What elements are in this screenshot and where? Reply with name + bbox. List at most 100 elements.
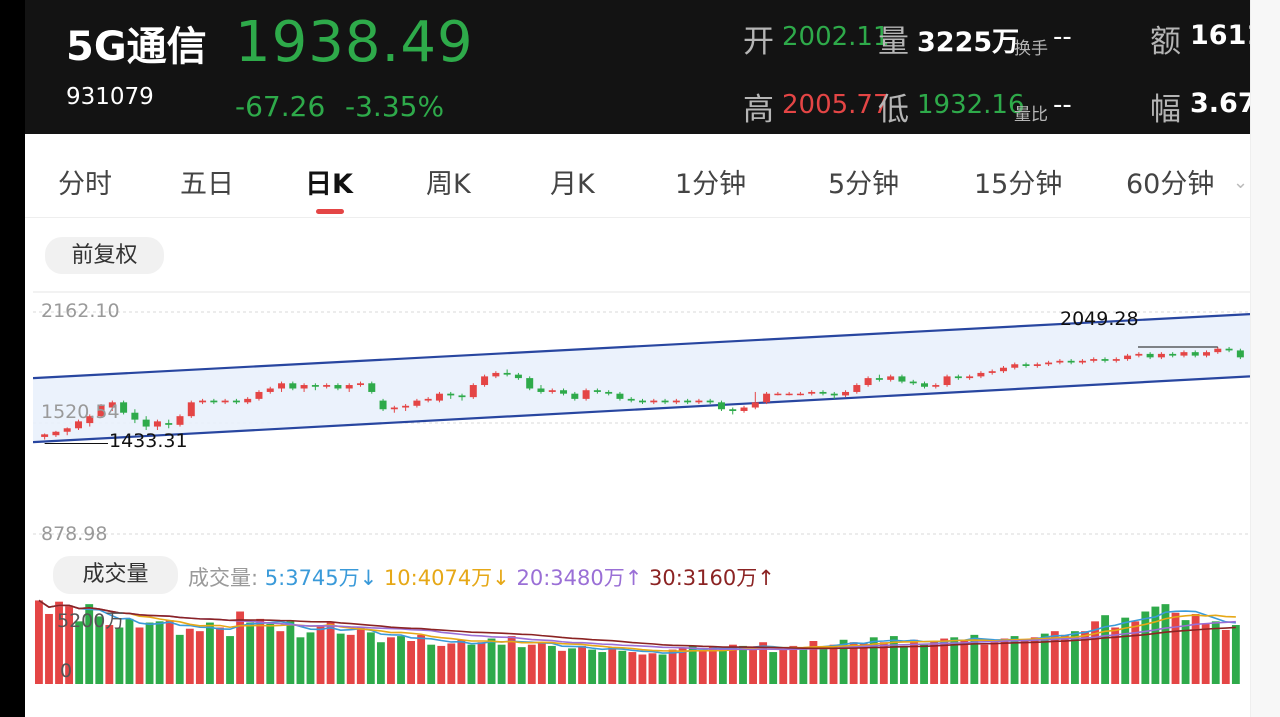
stock-code: 931079 xyxy=(66,84,154,110)
candle-body xyxy=(413,400,421,406)
tab-5-minute[interactable]: 5分钟 xyxy=(828,169,900,200)
volume-bar xyxy=(1111,627,1120,684)
candle-body xyxy=(199,400,207,403)
candle-body xyxy=(210,400,218,403)
ma20-legend: 20:3480万↑ xyxy=(516,566,643,590)
channel-lower-line xyxy=(33,375,1250,444)
chevron-down-icon[interactable]: ⌄ xyxy=(1233,172,1249,193)
candle-body xyxy=(616,393,624,399)
volume-bar xyxy=(598,652,607,684)
candle-body xyxy=(1214,348,1222,353)
candle-body xyxy=(977,372,985,377)
volume-bar xyxy=(839,639,848,684)
candle-body xyxy=(909,381,917,384)
candle-body xyxy=(232,400,240,403)
candle-body xyxy=(954,376,962,379)
candle-body xyxy=(1022,364,1030,366)
volume-bar xyxy=(1151,606,1160,684)
volume-bar xyxy=(135,627,144,684)
candle-body xyxy=(751,402,759,408)
candle-body xyxy=(966,376,974,379)
volume-bar xyxy=(246,622,255,684)
tab-60-minute[interactable]: 60分钟 xyxy=(1126,169,1215,200)
candle-body xyxy=(1101,359,1109,361)
candle-body xyxy=(774,393,782,396)
volume-bar xyxy=(829,644,838,684)
volume-ratio-label: 量比 xyxy=(1014,105,1048,125)
volume-bar xyxy=(849,642,858,684)
volume-bar xyxy=(698,650,707,684)
candle-body xyxy=(1169,353,1177,356)
adjust-mode-button[interactable]: 前复权 xyxy=(45,237,164,274)
volume-bar xyxy=(900,645,908,684)
stock-name: 5G通信 xyxy=(66,24,207,70)
ma30-line xyxy=(38,599,1236,650)
volume-bar xyxy=(1121,617,1130,684)
volume-bar xyxy=(1040,633,1049,684)
tab-weekly-k[interactable]: 周K xyxy=(426,169,471,200)
volume-bar xyxy=(276,631,285,684)
volume-bar xyxy=(477,642,486,684)
amount-value: 1611 xyxy=(1190,20,1250,51)
volume-bar xyxy=(1141,611,1150,684)
candle-body xyxy=(548,390,556,392)
candle-body xyxy=(266,388,274,392)
volume-bar xyxy=(638,654,647,684)
candle-body xyxy=(537,388,545,392)
volume-bar xyxy=(216,627,224,684)
volume-bar xyxy=(1020,641,1029,684)
kline-chart[interactable] xyxy=(33,290,1250,550)
volume-bar xyxy=(1221,629,1230,684)
tab-daily-k[interactable]: 日K xyxy=(305,169,353,200)
volume-bar xyxy=(568,648,576,684)
volume-bar xyxy=(95,616,104,684)
candle-body xyxy=(1011,364,1019,368)
volume-bar xyxy=(1000,638,1009,684)
high-label: 高 xyxy=(743,92,774,128)
volume-bar xyxy=(930,641,939,684)
candle-body xyxy=(853,385,861,392)
tab-1-minute[interactable]: 1分钟 xyxy=(675,169,747,200)
volume-y-label-top: 5200万 xyxy=(57,610,125,632)
tab-intraday[interactable]: 分时 xyxy=(58,169,112,200)
volume-bar xyxy=(588,649,597,684)
volume-bar xyxy=(85,604,94,684)
volume-indicator-button[interactable]: 成交量 xyxy=(53,556,178,594)
candle-body xyxy=(887,376,895,380)
volume-bar xyxy=(558,650,566,684)
volume-chart[interactable] xyxy=(33,596,1250,686)
ma30-legend: 30:3160万↑ xyxy=(649,566,775,590)
candle-body xyxy=(74,421,82,429)
candle-body xyxy=(1225,348,1233,351)
turnover-label: 换手 xyxy=(1014,39,1048,59)
volume-legend-label: 成交量: xyxy=(188,566,259,590)
volume-bar xyxy=(226,636,234,684)
candle-body xyxy=(1033,364,1041,366)
candle-body xyxy=(729,409,737,411)
tab-five-day[interactable]: 五日 xyxy=(180,169,234,200)
volume-label: 量 xyxy=(878,24,909,60)
candle-body xyxy=(1112,359,1120,361)
candle-body xyxy=(334,385,342,389)
volume-bar xyxy=(65,605,74,684)
volume-bar xyxy=(376,642,385,684)
volume-bar xyxy=(980,644,989,684)
volume-bar xyxy=(266,623,275,684)
volume-bar xyxy=(175,634,184,684)
volume-bar xyxy=(1091,621,1099,684)
volume-bar xyxy=(718,649,727,684)
candle-body xyxy=(842,391,850,396)
candle-body xyxy=(932,385,940,387)
volume-bar xyxy=(1211,621,1220,684)
turnover-value: -- xyxy=(1053,22,1072,52)
candle-body xyxy=(255,391,263,399)
candle-body xyxy=(1067,360,1075,363)
candle-body xyxy=(311,385,319,387)
tab-monthly-k[interactable]: 月K xyxy=(550,169,595,200)
volume-bar xyxy=(688,645,697,684)
ma10-line xyxy=(38,599,1236,652)
tab-15-minute[interactable]: 15分钟 xyxy=(974,169,1063,200)
candle-body xyxy=(345,385,353,389)
volume-bar xyxy=(809,641,818,684)
candle-body xyxy=(1045,362,1053,365)
